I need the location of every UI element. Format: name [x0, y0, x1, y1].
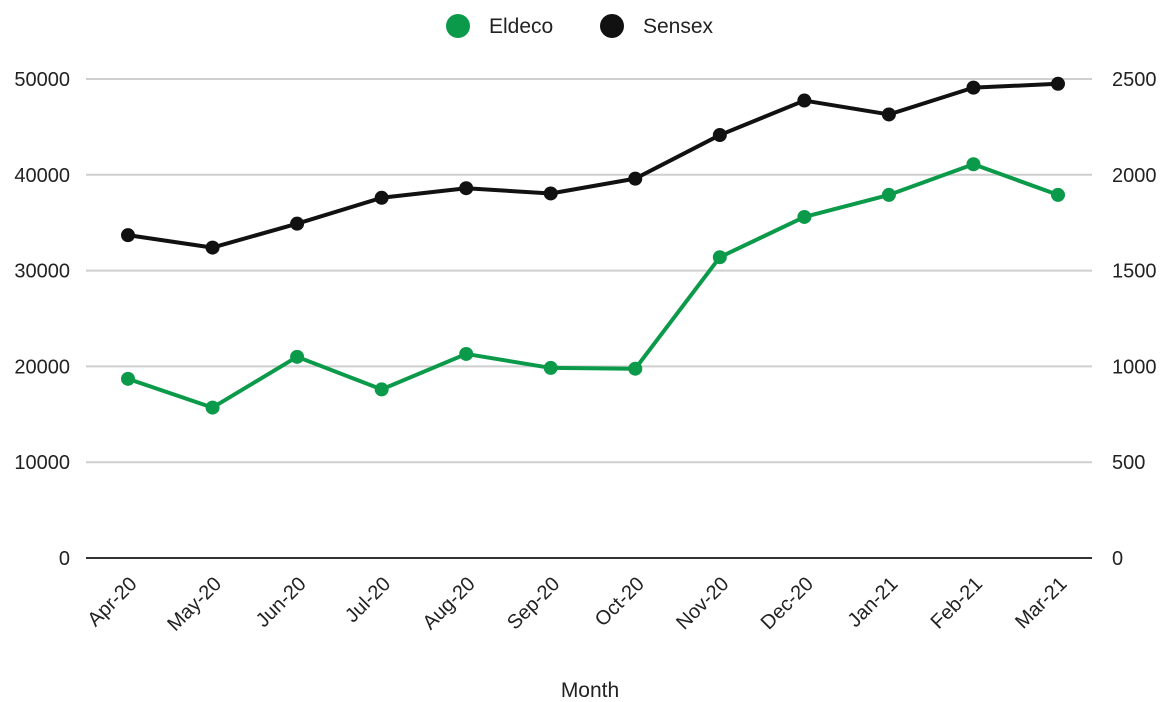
- legend-swatch-sensex: [600, 14, 624, 38]
- right-tick-label: 2000: [1112, 165, 1157, 187]
- right-axis-ticks: 0 500 1000 1500 2000 2500: [1112, 69, 1157, 570]
- data-point-sensex: [290, 216, 305, 231]
- x-tick-label: Mar-21: [1011, 573, 1071, 633]
- x-tick-label: Jun-20: [252, 573, 311, 632]
- left-tick-label: 0: [59, 548, 70, 570]
- data-point-eldeco: [205, 400, 220, 415]
- x-tick-label: Jan-21: [844, 573, 903, 632]
- data-point-eldeco: [121, 371, 135, 386]
- x-tick-label: Dec-20: [757, 573, 818, 634]
- data-point-sensex: [1051, 76, 1065, 91]
- x-axis-title: Month: [561, 679, 619, 702]
- left-tick-label: 40000: [14, 165, 70, 187]
- data-point-sensex: [712, 128, 727, 143]
- data-point-eldeco: [374, 382, 389, 397]
- x-tick-label: May-20: [163, 573, 226, 636]
- data-point-eldeco: [966, 157, 981, 172]
- data-point-sensex: [543, 186, 558, 201]
- data-point-sensex: [205, 240, 220, 255]
- series-points: [121, 76, 1065, 415]
- data-point-sensex: [966, 80, 981, 95]
- series-lines: [127, 81, 1059, 410]
- data-point-eldeco: [543, 360, 558, 375]
- legend-label-eldeco: Eldeco: [489, 15, 553, 38]
- left-axis-ticks: 0 10000 20000 30000 40000 50000: [14, 69, 70, 570]
- data-point-eldeco: [881, 187, 896, 202]
- data-point-sensex: [881, 107, 896, 122]
- x-tick-label: Oct-20: [591, 573, 649, 631]
- right-tick-label: 2500: [1112, 69, 1157, 91]
- right-tick-label: 1000: [1112, 356, 1157, 378]
- x-tick-label: Sep-20: [503, 573, 564, 634]
- data-point-eldeco: [712, 250, 727, 265]
- left-tick-label: 20000: [14, 356, 70, 378]
- right-tick-label: 500: [1112, 452, 1145, 474]
- x-tick-label: Jul-20: [341, 573, 395, 627]
- series-line-eldeco: [127, 162, 1059, 410]
- legend-swatch-eldeco: [446, 14, 470, 38]
- data-point-sensex: [797, 93, 812, 108]
- data-point-sensex: [628, 171, 643, 186]
- data-point-eldeco: [459, 346, 474, 361]
- x-axis-ticks: Apr-20 May-20 Jun-20 Jul-20 Aug-20 Sep-20 Oct-…: [84, 573, 1072, 636]
- right-tick-label: 1500: [1112, 261, 1157, 283]
- legend-label-sensex: Sensex: [643, 15, 714, 38]
- data-point-eldeco: [290, 349, 305, 364]
- x-tick-label: Feb-21: [927, 573, 987, 633]
- legend: Eldeco Sensex: [446, 14, 714, 38]
- x-tick-label: Apr-20: [84, 573, 142, 631]
- data-point-sensex: [121, 228, 135, 243]
- series-line-sensex: [127, 81, 1059, 250]
- left-tick-label: 10000: [14, 452, 70, 474]
- x-tick-label: Aug-20: [419, 573, 480, 634]
- data-point-eldeco: [1051, 187, 1065, 202]
- gridlines: [86, 78, 1092, 559]
- x-tick-label: Nov-20: [672, 573, 733, 634]
- data-point-eldeco: [628, 361, 643, 376]
- data-point-sensex: [459, 181, 474, 196]
- data-point-sensex: [374, 190, 389, 205]
- left-tick-label: 30000: [14, 261, 70, 283]
- data-point-eldeco: [797, 209, 812, 224]
- left-tick-label: 50000: [14, 69, 70, 91]
- right-tick-label: 0: [1112, 548, 1123, 570]
